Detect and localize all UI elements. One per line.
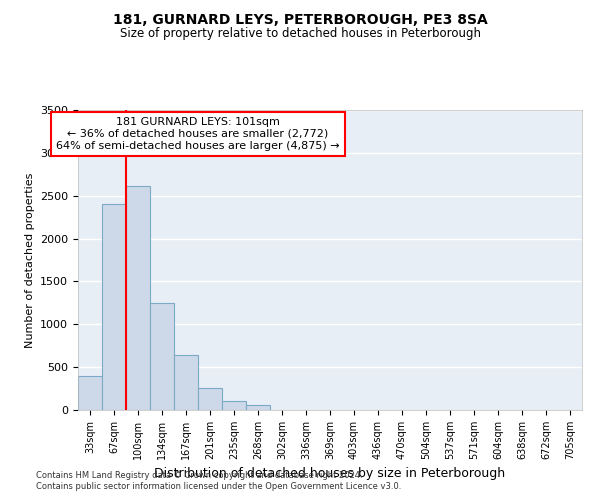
Text: 181, GURNARD LEYS, PETERBOROUGH, PE3 8SA: 181, GURNARD LEYS, PETERBOROUGH, PE3 8SA: [113, 12, 487, 26]
Text: Contains HM Land Registry data © Crown copyright and database right 2024.: Contains HM Land Registry data © Crown c…: [36, 470, 362, 480]
Y-axis label: Number of detached properties: Number of detached properties: [25, 172, 35, 348]
Text: 181 GURNARD LEYS: 101sqm
← 36% of detached houses are smaller (2,772)
64% of sem: 181 GURNARD LEYS: 101sqm ← 36% of detach…: [56, 118, 340, 150]
Bar: [198, 388, 222, 410]
Text: Size of property relative to detached houses in Peterborough: Size of property relative to detached ho…: [119, 28, 481, 40]
X-axis label: Distribution of detached houses by size in Peterborough: Distribution of detached houses by size …: [154, 468, 506, 480]
Bar: [126, 186, 150, 410]
Bar: [78, 376, 102, 410]
Bar: [150, 303, 174, 410]
Bar: [222, 402, 246, 410]
Bar: [102, 204, 126, 410]
Bar: [246, 406, 270, 410]
Text: Contains public sector information licensed under the Open Government Licence v3: Contains public sector information licen…: [36, 482, 401, 491]
Bar: [174, 355, 198, 410]
